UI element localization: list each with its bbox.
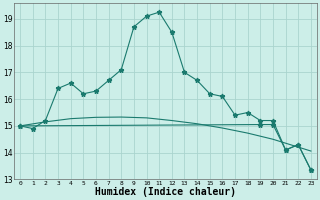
X-axis label: Humidex (Indice chaleur): Humidex (Indice chaleur)	[95, 187, 236, 197]
